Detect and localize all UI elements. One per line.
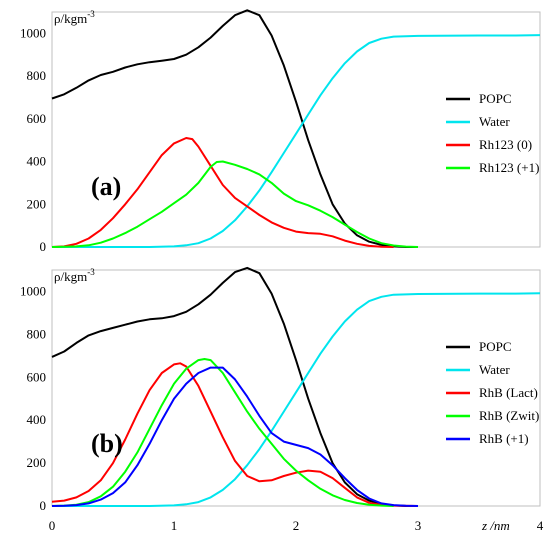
legend-b: POPC Water RhB (Lact) RhB (Zwit) RhB (+1)	[446, 339, 539, 446]
panel-label-a: (a)	[91, 172, 121, 201]
series-line	[52, 34, 541, 248]
y-tick-label: 800	[27, 326, 47, 341]
panel-a: ρ/kgm-3 0 200 400 600 800 1000 POPC Water Rh123…	[20, 9, 541, 254]
y-tick-label: 1000	[20, 25, 46, 40]
plot-frame-b	[51, 269, 541, 507]
legend-label: Water	[479, 362, 510, 377]
legend-label: Water	[479, 114, 510, 129]
y-tick-label: 600	[27, 369, 47, 384]
y-tick-label: 400	[27, 154, 47, 169]
series-line	[51, 358, 394, 507]
y-tick-label: 200	[27, 455, 47, 470]
y-axis-label-a: ρ/kgm-3	[54, 9, 95, 26]
x-axis-label: z /nm	[481, 518, 510, 533]
series-line	[51, 366, 419, 507]
y-tick-label: 0	[40, 239, 47, 254]
legend-label: RhB (+1)	[479, 431, 529, 446]
legend-a: POPC Water Rh123 (0) Rh123 (+1)	[446, 91, 539, 175]
series-line	[52, 292, 541, 507]
legend-label: RhB (Zwit)	[479, 408, 539, 423]
legend-label: POPC	[479, 91, 512, 106]
series-lines-b	[51, 266, 541, 507]
y-tick-labels-a: 0 200 400 600 800 1000	[20, 25, 46, 254]
y-tick-labels-b: 0 200 400 600 800 1000	[20, 283, 46, 513]
x-tick-label: 1	[171, 518, 178, 533]
legend-label: RhB (Lact)	[479, 385, 538, 400]
y-tick-label: 800	[27, 68, 47, 83]
y-tick-label: 200	[27, 196, 47, 211]
series-line	[51, 9, 418, 248]
series-line	[51, 362, 419, 507]
legend-label: POPC	[479, 339, 512, 354]
panel-b: ρ/kgm-3 0 200 400 600 800 1000 POPC Water RhB (…	[20, 266, 544, 533]
y-tick-label: 1000	[20, 283, 46, 298]
x-tick-label: 2	[293, 518, 300, 533]
series-line	[51, 266, 418, 507]
plot-frame-a	[51, 11, 541, 248]
y-tick-label: 400	[27, 412, 47, 427]
series-lines-a	[51, 9, 541, 248]
legend-label: Rh123 (+1)	[479, 160, 539, 175]
panel-label-b: (b)	[91, 429, 123, 458]
series-line	[51, 137, 394, 248]
y-tick-label: 0	[40, 498, 47, 513]
series-line	[51, 160, 419, 248]
x-tick-label: 0	[49, 518, 56, 533]
x-tick-label: 4	[537, 518, 544, 533]
y-tick-label: 600	[27, 111, 47, 126]
y-axis-label-b: ρ/kgm-3	[54, 267, 95, 284]
x-tick-label: 3	[415, 518, 422, 533]
x-tick-labels-b: 0 1 2 3 4	[49, 518, 544, 533]
legend-label: Rh123 (0)	[479, 137, 532, 152]
